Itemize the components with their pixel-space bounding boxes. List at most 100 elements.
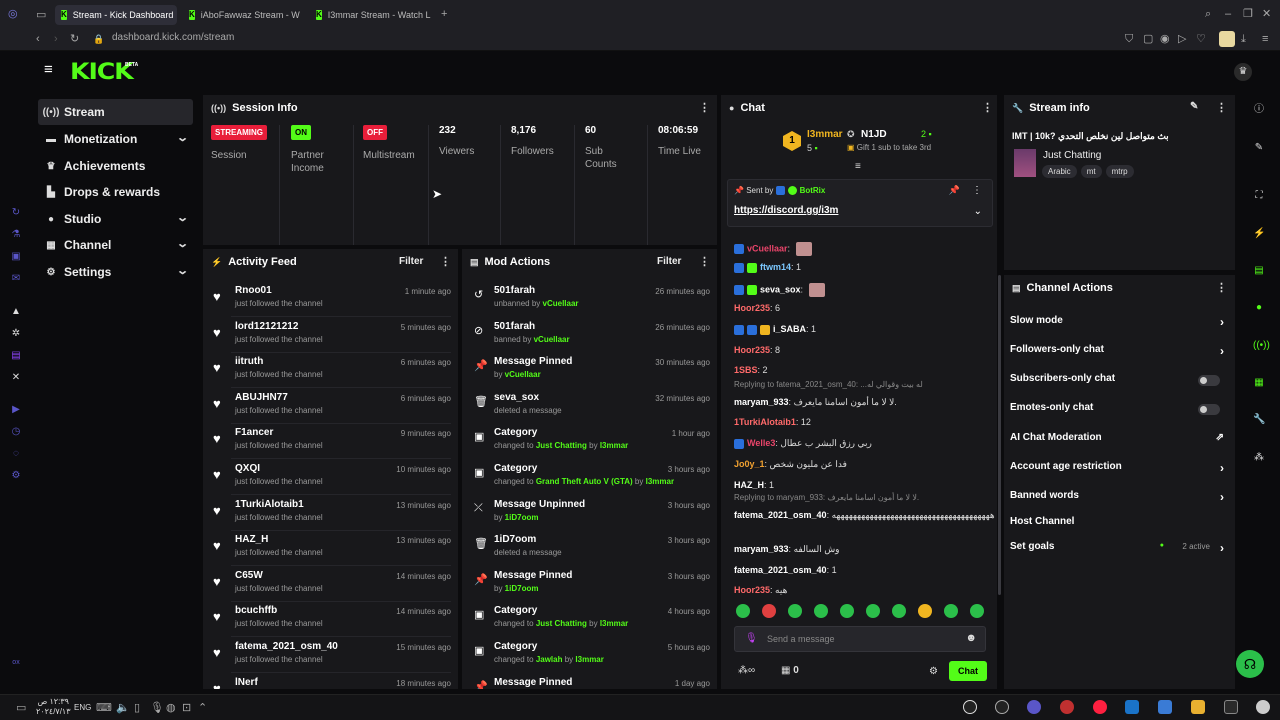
kebab-menu-icon[interactable]: ⋮ bbox=[1216, 102, 1227, 114]
rail-x-icon[interactable]: ✕ bbox=[11, 372, 21, 383]
terminal-icon[interactable] bbox=[1224, 700, 1238, 714]
send-chat-button[interactable]: Chat bbox=[949, 661, 987, 681]
fullscreen-icon[interactable]: ⛶ bbox=[1255, 190, 1263, 201]
forward-icon[interactable]: › bbox=[54, 33, 58, 45]
rail-history-icon[interactable]: ↻ bbox=[11, 207, 21, 218]
chat-username[interactable]: Hoor235 bbox=[734, 303, 771, 313]
list-item[interactable]: ▣ Category changed to Just Chatting by I3m… bbox=[470, 427, 710, 461]
rail-openai-icon[interactable]: ✲ bbox=[11, 328, 21, 339]
bookmark-icon[interactable]: ⛉ bbox=[1125, 33, 1134, 45]
network-icon[interactable]: ◍ bbox=[166, 702, 176, 714]
channel-action-ai-chat-moderation[interactable]: AI Chat Moderation ⇗ bbox=[1010, 432, 1228, 452]
channel-action-banned-words[interactable]: Banned words › bbox=[1010, 490, 1228, 510]
chat-message[interactable]: 1SBS: 2 bbox=[734, 365, 768, 375]
mod-filter-button[interactable]: Filter bbox=[657, 256, 682, 267]
emote-icon[interactable] bbox=[918, 604, 932, 618]
chat-input-box[interactable]: 🎙 Send a message ☻ bbox=[734, 626, 986, 652]
gift-sub-prompt[interactable]: ▣ Gift 1 sub to take 3rd bbox=[847, 143, 932, 152]
kebab-menu-icon[interactable]: ⋮ bbox=[982, 102, 993, 114]
list-item[interactable]: ⤫ Message Unpinned by 1iD7oom 3 hours ago bbox=[470, 499, 710, 533]
sidebar-item-channel[interactable]: ▦ Channel ⌄ bbox=[38, 232, 193, 258]
list-item[interactable]: 📌 Message Pinned 1 day ago bbox=[470, 677, 710, 689]
back-icon[interactable]: ‹ bbox=[36, 33, 40, 45]
rail-arrow-icon[interactable]: ▲ bbox=[11, 306, 21, 317]
url-text[interactable]: dashboard.kick.com/stream bbox=[112, 32, 235, 43]
sidebar-item-stream[interactable]: ((•)) Stream bbox=[38, 99, 193, 125]
leaderboard-second-user[interactable]: N1JD bbox=[861, 129, 887, 140]
camera-icon[interactable]: ◉ bbox=[1160, 33, 1170, 45]
rail-chat-icon[interactable]: ◌ bbox=[13, 448, 19, 459]
emote-icon[interactable] bbox=[944, 604, 958, 618]
channel-action-followers-only-chat[interactable]: Followers-only chat › bbox=[1010, 344, 1228, 364]
volume-icon[interactable]: 🔈 bbox=[116, 702, 130, 714]
rail-twitch-icon[interactable]: ▣ bbox=[11, 251, 21, 262]
chat-message[interactable]: 1TurkiAlotaib1: 12 bbox=[734, 417, 811, 427]
tray-icon[interactable]: ⊡ bbox=[182, 702, 192, 714]
rail-more-icon[interactable]: ox bbox=[12, 659, 20, 666]
leaderboard-first-user[interactable]: I3mmar bbox=[807, 129, 843, 140]
chat-username[interactable]: ftwm14 bbox=[760, 262, 792, 272]
avatar[interactable]: ♛ bbox=[1234, 63, 1252, 81]
tag[interactable]: Arabic bbox=[1042, 165, 1077, 178]
windows-icon[interactable] bbox=[1256, 700, 1270, 714]
screenshot-icon[interactable]: ▢ bbox=[1143, 33, 1154, 45]
language-indicator[interactable]: ENG bbox=[74, 703, 92, 712]
play-icon[interactable]: ▷ bbox=[1178, 33, 1187, 45]
follower-name[interactable]: Rnoo01 bbox=[235, 285, 272, 296]
chat-message[interactable]: maryam_933: وش السالفه bbox=[734, 544, 840, 554]
kick-logo[interactable]: KICK bbox=[70, 60, 134, 85]
menu-icon[interactable]: ≡ bbox=[1262, 33, 1269, 45]
chat-icon[interactable]: ▭ bbox=[16, 702, 27, 714]
emote-icon[interactable] bbox=[866, 604, 880, 618]
app-icon[interactable] bbox=[995, 700, 1009, 714]
stream-category[interactable]: Just Chatting bbox=[1043, 150, 1102, 161]
list-item[interactable]: ♥ F1ancer just followed the channel 9 minut… bbox=[211, 427, 451, 461]
chat-username[interactable]: fatema_2021_osm_40 bbox=[734, 510, 827, 520]
heart-icon[interactable]: ♡ bbox=[1196, 33, 1206, 45]
chat-input[interactable]: Send a message bbox=[767, 634, 835, 644]
list-item[interactable]: ♥ ABUJHN77 just followed the channel 6 minu… bbox=[211, 392, 451, 426]
info-icon[interactable]: ⓘ bbox=[1254, 104, 1264, 115]
list-item[interactable]: ♥ iitruth just followed the channel 6 minut… bbox=[211, 356, 451, 390]
rail-play-icon[interactable]: ▶ bbox=[12, 404, 20, 415]
pinned-link[interactable]: https://discord.gg/i3m bbox=[734, 205, 839, 216]
channel-action-set-goals[interactable]: Set goals › ● 2 active bbox=[1010, 541, 1228, 561]
discord-icon[interactable] bbox=[1027, 700, 1041, 714]
opera-icon[interactable] bbox=[1093, 700, 1107, 714]
rail-flask-icon[interactable]: ⚗ bbox=[11, 229, 21, 240]
tag[interactable]: mt bbox=[1080, 165, 1102, 178]
follower-name[interactable]: lNerf bbox=[235, 676, 258, 688]
emote-icon[interactable] bbox=[840, 604, 854, 618]
channel-icon[interactable]: ▦ bbox=[1254, 377, 1264, 388]
chat-settings-icon[interactable]: ⚙ bbox=[929, 666, 938, 677]
list-item[interactable]: ♥ fatema_2021_osm_40 just followed the cha… bbox=[211, 641, 451, 675]
toggle-switch[interactable] bbox=[1198, 404, 1220, 415]
chat-username[interactable]: i_SABA bbox=[773, 324, 807, 334]
follower-name[interactable]: HAZ_H bbox=[235, 534, 269, 546]
emote-icon[interactable] bbox=[814, 604, 828, 618]
points-icon[interactable]: ⁂∞ bbox=[738, 665, 756, 676]
emote-icon[interactable] bbox=[970, 604, 984, 618]
new-tab-icon[interactable]: + bbox=[441, 8, 448, 20]
list-item[interactable]: ▣ Category changed to Jawlah by I3mmar 5 ho… bbox=[470, 641, 710, 675]
sidebar-item-drops[interactable]: ▙ Drops & rewards bbox=[38, 179, 193, 205]
activity-filter-button[interactable]: Filter bbox=[399, 256, 424, 267]
chat-message[interactable]: Hoor235: 6 bbox=[734, 303, 781, 313]
browser-logo-icon[interactable]: ◎ bbox=[8, 8, 18, 20]
rail-twitch-logo-icon[interactable]: ▤ bbox=[11, 350, 21, 361]
pencil-icon[interactable]: ✎ bbox=[1254, 142, 1264, 153]
sidebar-item-settings[interactable]: ⚙ Settings ⌄ bbox=[38, 259, 193, 285]
chat-message[interactable]: Jo0y_1: فدا عن مليون شخص bbox=[734, 459, 847, 469]
list-item[interactable]: ▣ Category changed to Just Chatting by I3m… bbox=[470, 605, 710, 639]
hamburger-icon[interactable]: ≡ bbox=[44, 61, 53, 78]
expand-icon[interactable]: ≡ bbox=[855, 161, 861, 172]
wrench-icon[interactable]: 🔧 bbox=[1253, 414, 1266, 425]
chat-username[interactable]: vCuellaar bbox=[747, 243, 788, 254]
chevron-down-icon[interactable]: ⌄ bbox=[973, 206, 982, 217]
follower-name[interactable]: 1TurkiAlotaib1 bbox=[235, 498, 304, 510]
restore-icon[interactable]: ❐ bbox=[1243, 8, 1253, 20]
follower-name[interactable]: C65W bbox=[235, 569, 263, 581]
taskbar-clock[interactable]: ١٢:٣٩ ص ٢٠٢٤/٧/١٣ bbox=[36, 697, 71, 716]
rail-mail-icon[interactable]: ✉ bbox=[11, 273, 21, 284]
